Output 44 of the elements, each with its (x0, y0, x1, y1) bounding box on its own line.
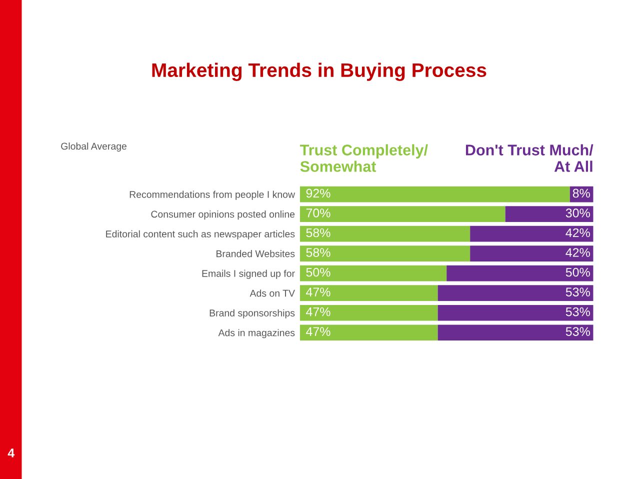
text: 4 (8, 448, 15, 458)
bar (300, 226, 470, 242)
y-tick-label: Ads in magazines (218, 329, 295, 338)
data-label: 47% (306, 307, 330, 316)
y-tick-label: Ads on TV (250, 290, 295, 297)
data-label: 47% (306, 288, 330, 296)
data-label: 53% (566, 307, 590, 316)
bar (446, 265, 594, 282)
bar (300, 265, 447, 282)
text: Global Average (61, 142, 126, 152)
data-label: 53% (566, 288, 590, 296)
bar (438, 304, 594, 321)
y-tick-label: Emails I signed up for (202, 270, 295, 279)
bar (438, 285, 594, 301)
data-label: 92% (306, 188, 330, 198)
data-label: 30% (566, 208, 590, 218)
y-tick-label: Brand sponsorships (210, 309, 295, 318)
y-tick-label: Consumer opinions posted online (151, 210, 295, 220)
bar (300, 206, 506, 222)
series-label: Don't Trust Much/ At All (466, 144, 594, 172)
data-label: 58% (306, 228, 330, 238)
y-tick-label: Editorial content such as newspaper articles (106, 230, 295, 240)
y-tick-label: Recommendations from people I know (130, 190, 296, 200)
chart-title: Marketing Trends in Buying Process (152, 62, 486, 81)
bar (300, 304, 438, 321)
data-label: 50% (566, 268, 590, 277)
bar (470, 226, 594, 242)
data-label: 42% (566, 228, 590, 238)
bar (300, 186, 570, 202)
bar (438, 324, 594, 341)
data-label: 58% (306, 248, 330, 257)
bar (470, 246, 594, 262)
series-label: Trust Completely/ Somewhat (300, 144, 428, 172)
data-label: 8% (572, 188, 590, 198)
bar (300, 324, 438, 341)
data-label: 53% (566, 327, 590, 336)
bar (505, 206, 594, 222)
bar (300, 285, 438, 301)
data-label: 70% (306, 208, 330, 218)
data-label: 47% (306, 327, 330, 336)
bar (300, 246, 470, 262)
data-label: 50% (306, 268, 330, 277)
data-label: 42% (566, 248, 590, 257)
y-tick-label: Branded Websites (216, 250, 295, 258)
